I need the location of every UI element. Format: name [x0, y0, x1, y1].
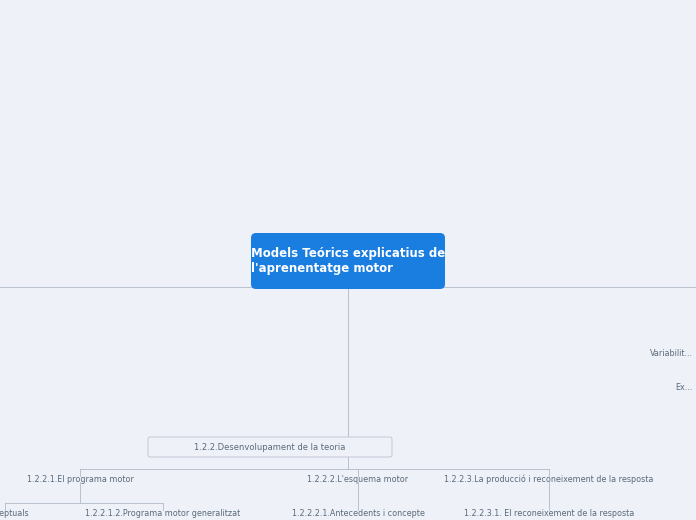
Text: 1.2.2.1.El programa motor: 1.2.2.1.El programa motor — [26, 474, 134, 484]
FancyBboxPatch shape — [148, 437, 392, 457]
FancyBboxPatch shape — [251, 233, 445, 289]
Text: 1.2.2.Desenvolupament de la teoria: 1.2.2.Desenvolupament de la teoria — [194, 443, 346, 451]
Text: 1.2.2.1.2.Programa motor generalitzat: 1.2.2.1.2.Programa motor generalitzat — [86, 509, 241, 517]
Text: 1.2.2.2.L'esquema motor: 1.2.2.2.L'esquema motor — [308, 474, 409, 484]
Text: conceptuals: conceptuals — [0, 509, 29, 517]
Text: 1.2.2.3.1. El reconeixement de la resposta: 1.2.2.3.1. El reconeixement de la respos… — [464, 509, 634, 517]
Text: Variabilit...: Variabilit... — [650, 349, 693, 358]
Text: Models Teórics explicatius de
l'aprenentatge motor: Models Teórics explicatius de l'aprenent… — [251, 247, 445, 275]
Text: Ex...: Ex... — [676, 383, 693, 392]
Text: 1.2.2.2.1.Antecedents i concepte: 1.2.2.2.1.Antecedents i concepte — [292, 509, 425, 517]
Text: 1.2.2.3.La producció i reconeixement de la resposta: 1.2.2.3.La producció i reconeixement de … — [444, 474, 654, 484]
